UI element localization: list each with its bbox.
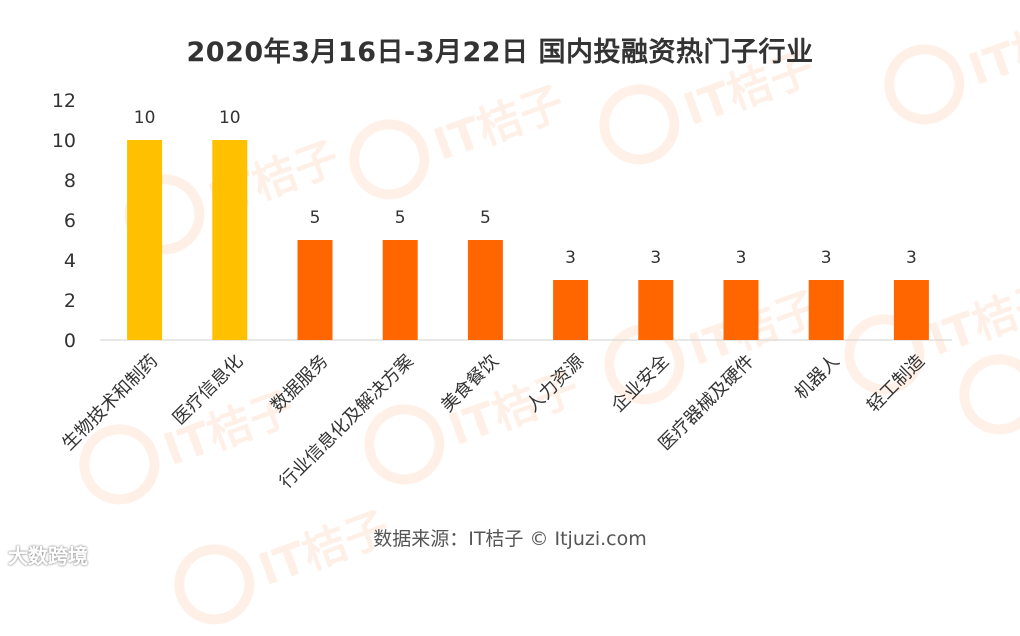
x-tick-label: 数据服务 bbox=[267, 351, 333, 417]
corner-badge: 大数跨境 bbox=[8, 544, 88, 568]
bar bbox=[467, 240, 503, 340]
y-tick-label: 4 bbox=[64, 250, 76, 272]
bar bbox=[382, 240, 418, 340]
y-tick-label: 10 bbox=[52, 130, 76, 152]
x-tick-label: 美食餐饮 bbox=[437, 351, 503, 417]
bar bbox=[212, 140, 248, 340]
x-tick-label: 人力资源 bbox=[522, 351, 588, 417]
bar bbox=[723, 280, 759, 340]
x-tick-label: 轻工制造 bbox=[863, 351, 929, 417]
data-label: 5 bbox=[310, 208, 321, 228]
bar bbox=[297, 240, 333, 340]
data-label: 5 bbox=[395, 208, 406, 228]
source-note: 数据来源：IT桔子 © Itjuzi.com bbox=[373, 528, 647, 550]
data-label: 3 bbox=[650, 248, 661, 268]
y-tick-label: 12 bbox=[52, 90, 76, 112]
data-label: 5 bbox=[480, 208, 491, 228]
data-label: 3 bbox=[821, 248, 832, 268]
x-tick-label: 企业安全 bbox=[608, 351, 674, 417]
chart: IT桔子IT桔子IT桔子IT桔子IT桔子IT桔子IT桔子IT桔子IT桔子IT桔子… bbox=[8, 2, 1020, 636]
bar bbox=[893, 280, 929, 340]
y-tick-label: 2 bbox=[64, 290, 76, 312]
chart-title: 2020年3月16日-3月22日 国内投融资热门子行业 bbox=[186, 37, 814, 68]
x-tick-label: 机器人 bbox=[791, 351, 844, 404]
data-label: 3 bbox=[736, 248, 747, 268]
bar bbox=[127, 140, 163, 340]
y-tick-label: 8 bbox=[64, 170, 76, 192]
data-label: 10 bbox=[134, 108, 156, 128]
y-tick-label: 0 bbox=[64, 330, 76, 352]
y-tick-label: 6 bbox=[64, 210, 76, 232]
bar bbox=[553, 280, 589, 340]
bar bbox=[638, 280, 674, 340]
data-label: 10 bbox=[219, 108, 241, 128]
data-label: 3 bbox=[906, 248, 917, 268]
x-tick-label: 医疗信息化 bbox=[169, 351, 247, 429]
bar-chart: 02468101210生物技术和制药10医疗信息化5数据服务5行业信息化及解决方… bbox=[52, 90, 952, 493]
bar bbox=[808, 280, 844, 340]
data-label: 3 bbox=[565, 248, 576, 268]
x-tick-label: 生物技术和制药 bbox=[58, 351, 162, 455]
